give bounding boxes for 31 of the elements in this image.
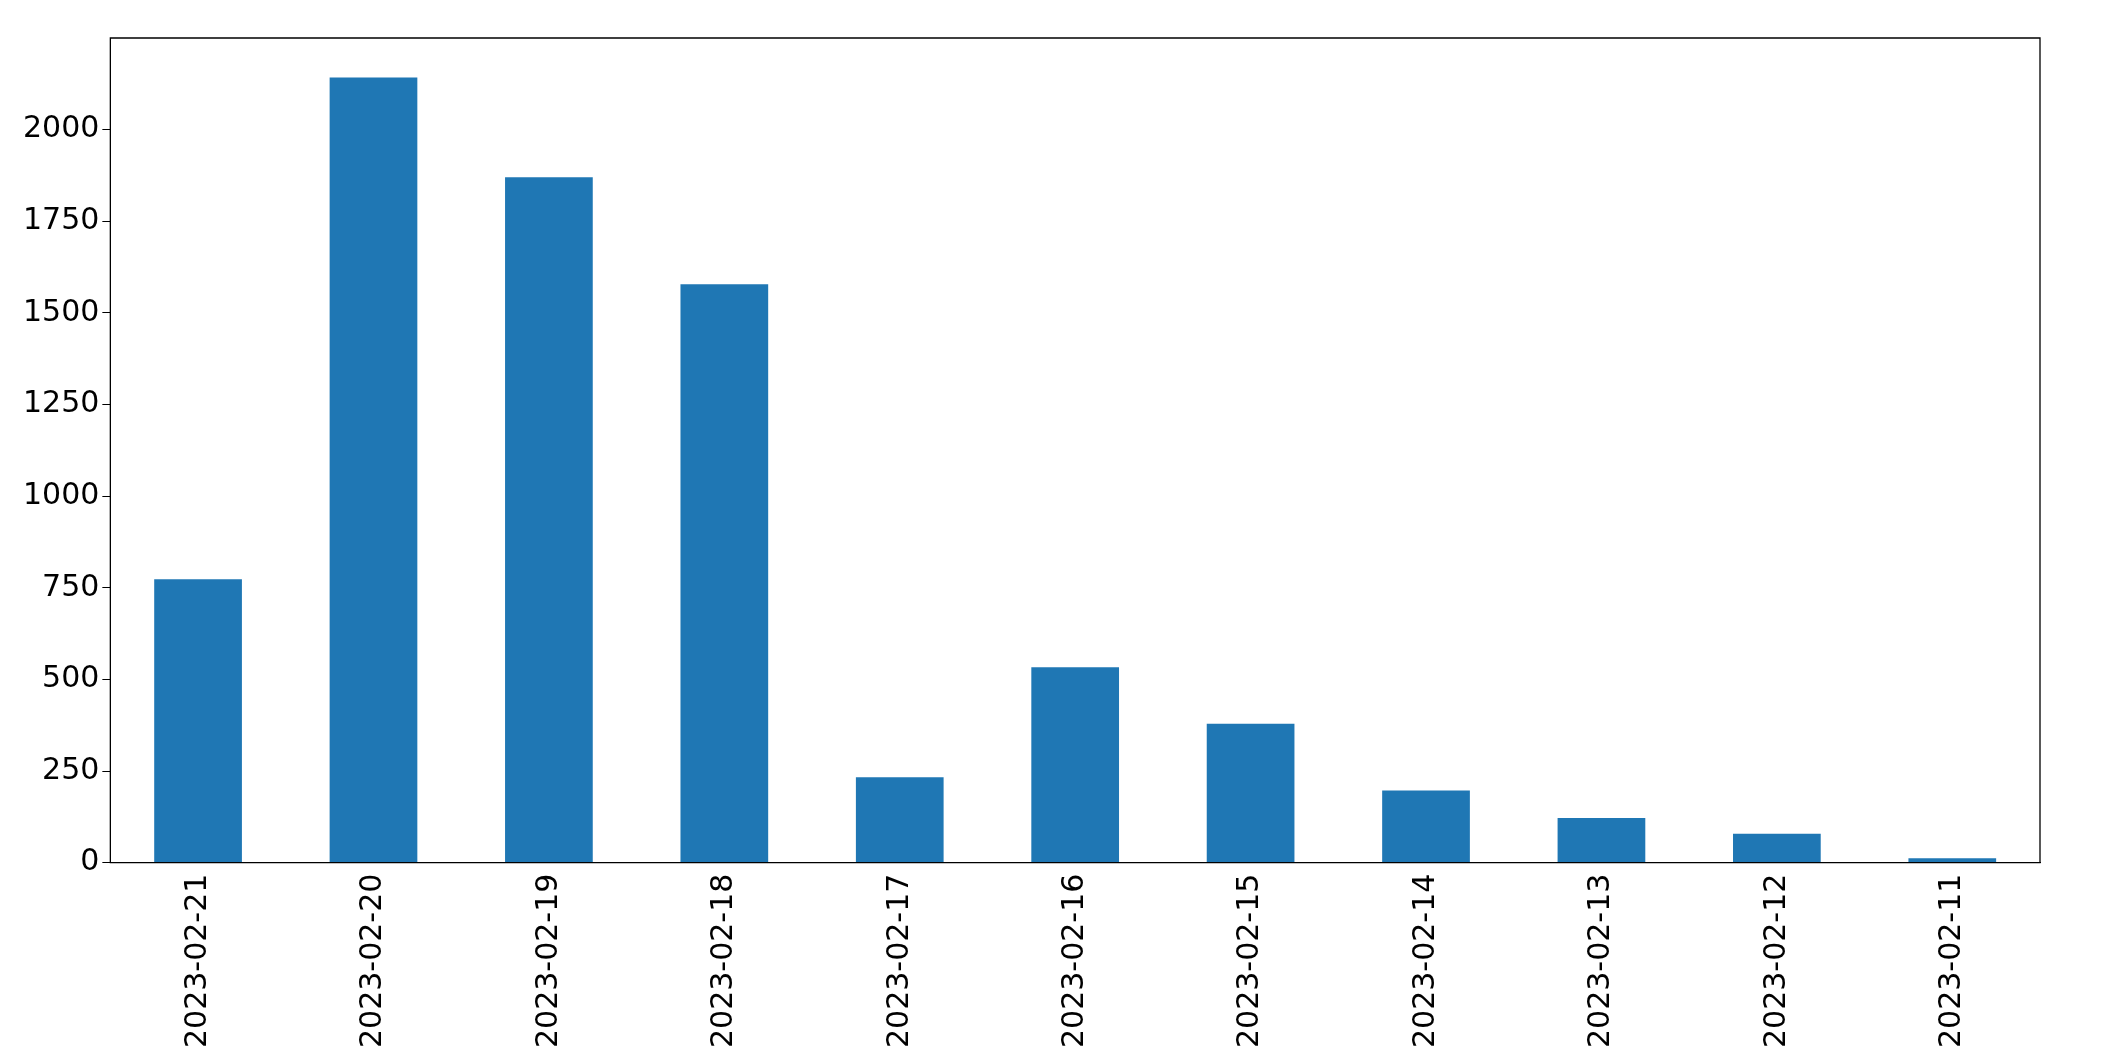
y-tick-label: 1500	[22, 292, 100, 328]
x-tick-label: 2023-02-17	[879, 873, 915, 1049]
y-tick-label: 1750	[22, 201, 100, 237]
bar	[505, 177, 593, 863]
bar	[329, 77, 418, 863]
x-tick-label: 2023-02-11	[1932, 873, 1968, 1049]
y-tick-label: 500	[42, 659, 100, 695]
x-tick-label: 2023-02-21	[177, 873, 213, 1049]
x-tick-label: 2023-02-20	[353, 873, 389, 1049]
x-tick-label: 2023-02-12	[1756, 873, 1792, 1049]
y-tick-label: 1000	[22, 475, 100, 511]
y-tick-label: 750	[42, 567, 100, 603]
y-tick-label: 1250	[22, 384, 100, 420]
bar	[855, 777, 944, 863]
y-tick-label: 0	[80, 842, 100, 878]
bar	[154, 579, 242, 863]
bar	[1733, 833, 1821, 863]
bar	[1557, 817, 1646, 863]
bar	[1908, 858, 1997, 863]
bar	[1382, 790, 1470, 863]
y-tick-label: 250	[42, 750, 100, 786]
x-tick-label: 2023-02-16	[1054, 873, 1090, 1049]
bar	[1031, 667, 1120, 863]
x-tick-label: 2023-02-14	[1405, 873, 1441, 1049]
bar	[1206, 723, 1295, 863]
x-tick-label: 2023-02-19	[528, 873, 564, 1049]
x-tick-label: 2023-02-15	[1230, 873, 1266, 1049]
x-tick-label: 2023-02-18	[704, 873, 740, 1049]
y-tick-label: 2000	[22, 109, 100, 145]
x-tick-label: 2023-02-13	[1581, 873, 1617, 1049]
bar	[680, 284, 769, 863]
